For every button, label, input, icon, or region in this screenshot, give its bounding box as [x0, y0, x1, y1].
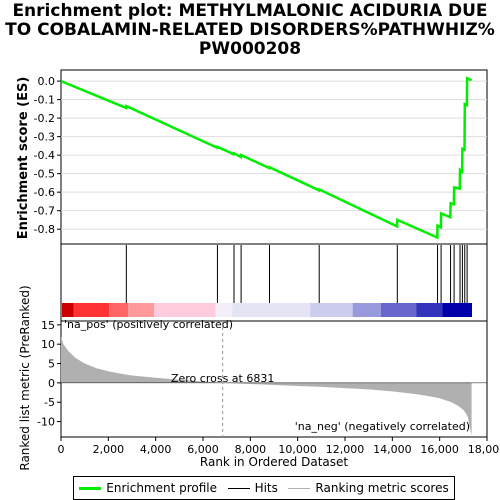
colorbar-segment — [154, 303, 216, 317]
enrichment-profile-line — [60, 76, 473, 240]
x-axis-title: Rank in Ordered Dataset — [200, 455, 348, 469]
x-axis-ticks: 0 2,000 4,000 6,000 8,000 10,000 12,000 14,000 1… — [58, 437, 500, 456]
title-line-3: PW000208 — [198, 39, 302, 59]
colorbar-segment — [73, 303, 110, 317]
legend-swatch-hits — [227, 487, 250, 489]
metric-y-ticks: 15 10 5 0 -5 -10 — [37, 319, 61, 429]
legend-label-enrichment: Enrichment profile — [106, 481, 218, 495]
metric-y-tick-label: -10 — [37, 416, 55, 429]
x-tick-label: 10,000 — [278, 443, 317, 456]
es-y-axis-title: Enrichment score (ES) — [16, 77, 31, 240]
colorbar-segment — [109, 303, 129, 317]
x-tick-label: 0 — [58, 443, 65, 456]
metric-y-axis-title: Ranked list metric (PreRanked) — [18, 285, 32, 470]
colorbar-segment — [416, 303, 443, 317]
x-tick-label: 8,000 — [235, 443, 267, 456]
zero-cross-label: Zero cross at 6831 — [171, 372, 274, 385]
legend-label-hits: Hits — [254, 481, 278, 495]
es-gridlines — [61, 80, 487, 230]
title-line-1: Enrichment plot: METHYLMALONIC ACIDURIA … — [12, 1, 488, 21]
colorbar-segment — [352, 303, 382, 317]
metric-y-tick-label: 10 — [41, 338, 55, 351]
positive-correlation-label: 'na_pos' (positively correlated) — [64, 318, 233, 331]
es-y-tick-label: -0.6 — [34, 186, 55, 199]
chart-title: Enrichment plot: METHYLMALONIC ACIDURIA … — [0, 2, 500, 59]
es-y-tick-label: -0.4 — [34, 149, 55, 162]
es-y-tick-label: -0.1 — [34, 94, 55, 107]
es-y-tick-label: -0.2 — [34, 112, 55, 125]
legend-label-metric: Ranking metric scores — [315, 481, 449, 495]
x-tick-label: 4,000 — [140, 443, 172, 456]
legend-item-enrichment: Enrichment profile — [79, 481, 217, 495]
x-tick-label: 2,000 — [93, 443, 125, 456]
legend-swatch-enrichment — [79, 486, 102, 490]
x-tick-label: 18,000 — [468, 443, 500, 456]
es-y-tick-label: 0.0 — [38, 75, 56, 88]
es-y-tick-label: -0.3 — [34, 131, 55, 144]
colorbar-segment — [215, 303, 233, 317]
legend: Enrichment profile Hits Ranking metric s… — [73, 476, 455, 500]
colorbar-segment — [128, 303, 155, 317]
metric-y-tick-label: 15 — [41, 319, 55, 332]
es-y-ticks: 0.0 -0.1 -0.2 -0.3 -0.4 -0.5 -0.6 -0.7 -0.8 — [34, 75, 61, 236]
legend-item-hits: Hits — [227, 481, 278, 495]
metric-y-tick-label: 0 — [48, 377, 55, 390]
colorbar-segment — [62, 303, 74, 317]
ranking-colorbar — [62, 303, 472, 317]
negative-correlation-label: 'na_neg' (negatively correlated) — [295, 420, 470, 433]
colorbar-segment — [381, 303, 417, 317]
x-tick-label: 16,000 — [420, 443, 459, 456]
x-tick-label: 14,000 — [373, 443, 412, 456]
colorbar-segment — [232, 303, 311, 317]
colorbar-segment — [442, 303, 472, 317]
ranked-metric-area — [61, 336, 472, 436]
es-y-tick-label: -0.8 — [34, 223, 55, 236]
legend-item-metric: Ranking metric scores — [288, 481, 449, 495]
hit-markers — [125, 245, 468, 303]
metric-y-tick-label: 5 — [48, 358, 55, 371]
x-tick-label: 6,000 — [187, 443, 219, 456]
metric-y-tick-label: -5 — [44, 396, 55, 409]
title-line-2: TO COBALAMIN-RELATED DISORDERS%PATHWHIZ% — [5, 20, 495, 40]
es-y-tick-label: -0.5 — [34, 168, 55, 181]
x-tick-label: 12,000 — [326, 443, 365, 456]
es-y-tick-label: -0.7 — [34, 205, 55, 218]
colorbar-segment — [310, 303, 353, 317]
es-panel-frame — [60, 69, 488, 245]
legend-swatch-metric — [288, 487, 311, 489]
